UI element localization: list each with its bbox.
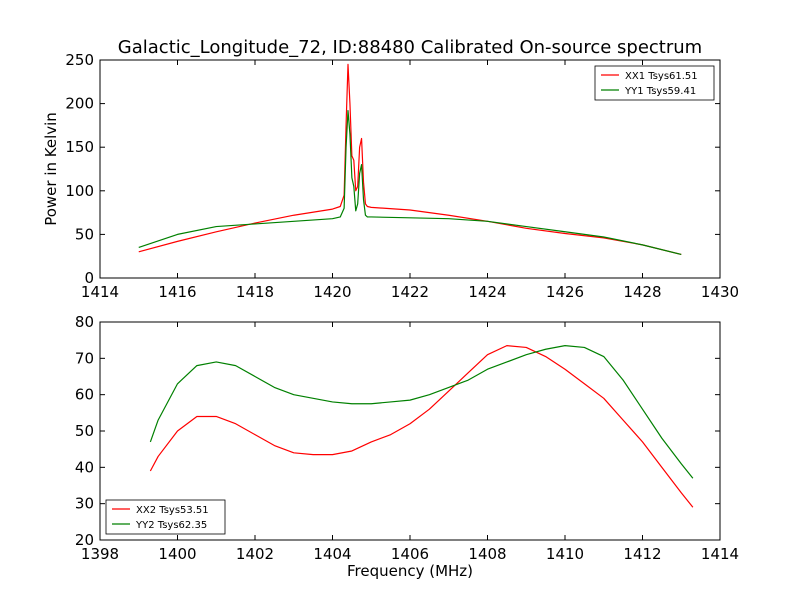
y-tick-label: 100 <box>65 182 94 200</box>
x-tick-label: 1428 <box>623 283 661 301</box>
x-axis-label: Frequency (MHz) <box>347 562 473 580</box>
legend-label: YY2 Tsys62.35 <box>135 520 207 531</box>
y-tick-label: 50 <box>75 422 94 440</box>
x-tick-label: 1418 <box>236 283 274 301</box>
x-tick-label: 1404 <box>313 545 351 563</box>
legend-label: XX1 Tsys61.51 <box>625 71 698 82</box>
y-tick-label: 40 <box>75 458 94 476</box>
series-line-1-2 <box>138 109 682 256</box>
legend-box <box>105 499 226 535</box>
x-tick-label: 1398 <box>81 545 119 563</box>
top-plot: 1414 1416 1418 1420 1422 1424 1426 1428 1430 0 50 1… <box>42 51 739 301</box>
y-tick-label: 60 <box>75 386 94 404</box>
y-tick-label: 50 <box>75 225 94 243</box>
y-tick-label: 0 <box>84 269 94 287</box>
x-tick-label: 1408 <box>468 545 506 563</box>
x-tick-label: 1422 <box>391 283 429 301</box>
y-tick-label: 150 <box>65 138 94 156</box>
y-tick-label: 70 <box>75 349 94 367</box>
x-tick-label: 1412 <box>623 545 661 563</box>
x-tick-label: 1416 <box>158 283 196 301</box>
y-tick-label: 80 <box>75 313 94 331</box>
legend-label: YY1 Tsys59.41 <box>624 86 696 97</box>
y-axis-label: Power in Kelvin <box>42 112 60 226</box>
x-tick-label: 1426 <box>546 283 584 301</box>
x-tick-label: 1420 <box>313 283 351 301</box>
x-tick-label: 1402 <box>236 545 274 563</box>
x-tick-label: 1400 <box>158 545 196 563</box>
x-tick-label: 1424 <box>468 283 506 301</box>
y-tick-label: 30 <box>75 495 94 513</box>
legend-label: XX2 Tsys53.51 <box>136 505 209 516</box>
chart-title: Galactic_Longitude_72, ID:88480 Calibrat… <box>118 37 702 58</box>
x-tick-label: 1430 <box>701 283 739 301</box>
x-tick-label: 1410 <box>546 545 584 563</box>
y-tick-label: 250 <box>65 51 94 69</box>
series-line-2-1 <box>149 345 694 508</box>
bottom-plot: 1398 1400 1402 1404 1406 1408 1410 1412 1414 20 30… <box>75 313 739 563</box>
x-tick-label: 1406 <box>391 545 429 563</box>
y-tick-label: 20 <box>75 531 94 549</box>
legend-1: XX1 Tsys61.51 YY1 Tsys59.41 <box>594 65 715 101</box>
y-tick-label: 200 <box>65 95 94 113</box>
x-tick-label: 1414 <box>701 545 739 563</box>
series-line-2-2 <box>149 345 694 479</box>
x-tick-label: 1414 <box>81 283 119 301</box>
legend-box <box>594 65 715 101</box>
legend-2: XX2 Tsys53.51 YY2 Tsys62.35 <box>105 499 226 535</box>
